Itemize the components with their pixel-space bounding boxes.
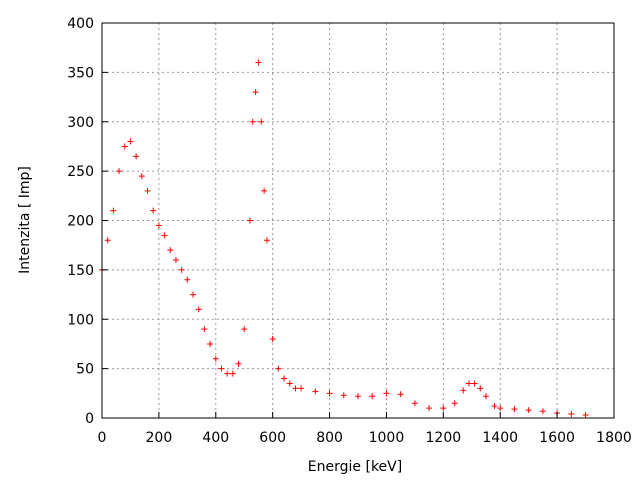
data-point bbox=[229, 370, 236, 377]
data-point bbox=[460, 387, 467, 394]
data-point bbox=[263, 237, 270, 244]
data-point bbox=[275, 365, 282, 372]
x-tick-label: 800 bbox=[316, 430, 343, 446]
data-point bbox=[252, 89, 259, 96]
data-point bbox=[133, 153, 140, 160]
y-tick-label: 300 bbox=[67, 115, 94, 131]
x-axis-label: Energie [keV] bbox=[308, 459, 402, 475]
data-point bbox=[144, 187, 151, 194]
data-point bbox=[138, 173, 145, 180]
y-tick-label: 400 bbox=[67, 16, 94, 32]
data-point bbox=[155, 222, 162, 229]
data-point bbox=[292, 385, 299, 392]
y-tick-label: 150 bbox=[67, 263, 94, 279]
x-tick-label: 1000 bbox=[369, 430, 405, 446]
y-tick-label: 350 bbox=[67, 65, 94, 81]
data-point bbox=[582, 412, 589, 419]
data-point bbox=[195, 306, 202, 313]
data-point bbox=[326, 390, 333, 397]
data-point bbox=[241, 326, 248, 333]
data-point bbox=[491, 403, 498, 410]
data-point bbox=[340, 392, 347, 399]
y-axis-label: Intenzita [ Imp] bbox=[17, 166, 33, 274]
data-point bbox=[249, 118, 256, 125]
x-tick-label: 1200 bbox=[426, 430, 462, 446]
x-tick-label: 1600 bbox=[539, 430, 575, 446]
data-point bbox=[255, 59, 262, 66]
data-point bbox=[218, 365, 225, 372]
data-point bbox=[477, 385, 484, 392]
data-point bbox=[172, 257, 179, 263]
data-point bbox=[167, 247, 174, 254]
data-point bbox=[104, 237, 111, 244]
data-point bbox=[212, 355, 219, 362]
y-tick-label: 100 bbox=[67, 312, 94, 328]
y-tick-label: 250 bbox=[67, 164, 94, 180]
data-point bbox=[110, 207, 117, 214]
x-tick-label: 600 bbox=[259, 430, 286, 446]
data-point bbox=[281, 375, 288, 382]
data-point bbox=[397, 391, 404, 398]
data-point bbox=[184, 276, 191, 283]
data-point bbox=[511, 406, 518, 413]
data-point bbox=[451, 400, 458, 407]
x-tick-label: 0 bbox=[98, 430, 107, 446]
data-point bbox=[298, 385, 305, 392]
data-point bbox=[525, 407, 532, 414]
data-point bbox=[539, 408, 546, 415]
data-point bbox=[207, 340, 214, 347]
data-point bbox=[258, 118, 265, 125]
data-point bbox=[369, 393, 376, 400]
data-point bbox=[269, 336, 276, 342]
x-tick-label: 400 bbox=[202, 430, 229, 446]
data-point bbox=[127, 138, 134, 145]
data-point bbox=[246, 217, 253, 224]
data-point bbox=[440, 405, 447, 412]
y-tick-label: 50 bbox=[76, 362, 94, 378]
data-point bbox=[116, 168, 123, 175]
data-point bbox=[178, 266, 185, 273]
grid bbox=[102, 23, 614, 418]
data-point bbox=[383, 390, 390, 397]
data-point bbox=[224, 370, 231, 377]
data-point bbox=[497, 405, 504, 412]
data-point bbox=[426, 405, 433, 412]
data-point bbox=[355, 393, 361, 400]
x-tick-label: 1400 bbox=[482, 430, 518, 446]
data-point bbox=[286, 380, 293, 387]
data-point bbox=[121, 143, 128, 150]
data-point bbox=[312, 388, 319, 395]
data-points bbox=[99, 59, 589, 419]
y-tick-label: 200 bbox=[67, 214, 94, 230]
y-tick-label: 0 bbox=[85, 411, 94, 427]
data-point bbox=[201, 326, 208, 333]
data-point bbox=[235, 360, 242, 367]
data-point bbox=[465, 380, 472, 387]
data-point bbox=[150, 207, 157, 214]
data-point bbox=[411, 400, 418, 407]
data-point bbox=[483, 393, 489, 400]
x-tick-label: 200 bbox=[146, 430, 173, 446]
ticks: 0 200 400 600 800 1000 1200 1400 1600 1800 0 50 100 1… bbox=[67, 16, 632, 446]
x-tick-label: 1800 bbox=[596, 430, 632, 446]
data-point bbox=[190, 291, 197, 298]
data-point bbox=[471, 380, 478, 387]
data-point bbox=[568, 411, 575, 418]
data-point bbox=[261, 187, 268, 194]
data-point bbox=[161, 232, 168, 239]
